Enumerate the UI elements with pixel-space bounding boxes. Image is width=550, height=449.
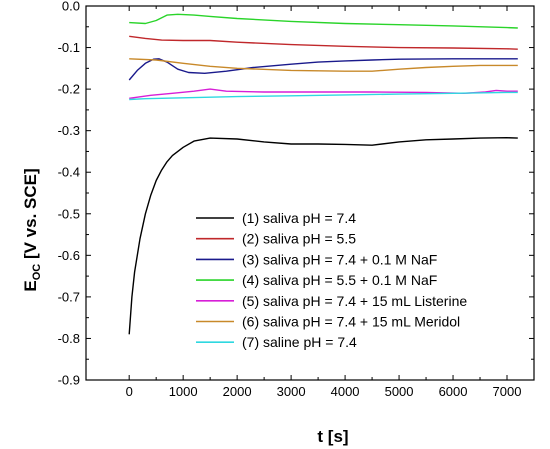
ticks-layer: 0.0 -0.1 -0.2 -0.3 -0.4 -0.5 -0.6 -0.7 -0.8 -0.9 0… (58, 0, 534, 399)
series-line-6 (129, 58, 518, 72)
y-axis-title-main: E (21, 280, 40, 291)
series-line-5 (129, 88, 518, 99)
x-tick-label: 4000 (331, 384, 360, 399)
x-tick-label: 2000 (223, 384, 252, 399)
y-tick-label: -0.8 (58, 331, 80, 346)
y-tick-label: -0.1 (58, 40, 80, 55)
legend-label-2: (2) saliva pH = 5.5 (242, 231, 356, 247)
legend-label-4: (4) saliva pH = 5.5 + 0.1 M NaF (242, 272, 437, 288)
y-tick-label: -0.9 (58, 373, 80, 388)
series-line-2 (129, 35, 518, 50)
y-tick-label: 0.0 (62, 0, 80, 14)
x-tick-label: 6000 (439, 384, 468, 399)
y-tick-label: -0.3 (58, 123, 80, 138)
y-axis-title-rest: [V vs. SCE] (21, 168, 40, 263)
series-line-1 (128, 137, 518, 335)
series-line-7 (129, 91, 518, 101)
legend-label-5: (5) saliva pH = 7.4 + 15 mL Listerine (242, 293, 467, 309)
x-tick-label: 3000 (277, 384, 306, 399)
plot-frame (85, 5, 535, 381)
y-tick-label: -0.4 (58, 165, 80, 180)
legend: (1) saliva pH = 7.4 (2) saliva pH = 5.5 (3… (196, 210, 467, 350)
y-axis-title-subscript: OC (31, 264, 43, 281)
legend-label-3: (3) saliva pH = 7.4 + 0.1 M NaF (242, 251, 437, 267)
series-layer (128, 13, 518, 335)
legend-label-1: (1) saliva pH = 7.4 (242, 210, 356, 226)
y-tick-label: -0.2 (58, 82, 80, 97)
legend-label-6: (6) saliva pH = 7.4 + 15 mL Meridol (242, 314, 460, 330)
x-tick-label: 5000 (385, 384, 414, 399)
x-tick-label: 1000 (169, 384, 198, 399)
x-tick-label: 0 (126, 384, 133, 399)
y-tick-label: -0.6 (58, 248, 80, 263)
x-axis-title: t [s] (317, 427, 348, 446)
x-tick-label: 7000 (493, 384, 522, 399)
y-axis-title: EOC [V vs. SCE] (21, 168, 43, 291)
y-tick-label: -0.7 (58, 289, 80, 304)
series-line-4 (129, 13, 518, 29)
legend-label-7: (7) saline pH = 7.4 (242, 334, 357, 350)
y-tick-label: -0.5 (58, 206, 80, 221)
